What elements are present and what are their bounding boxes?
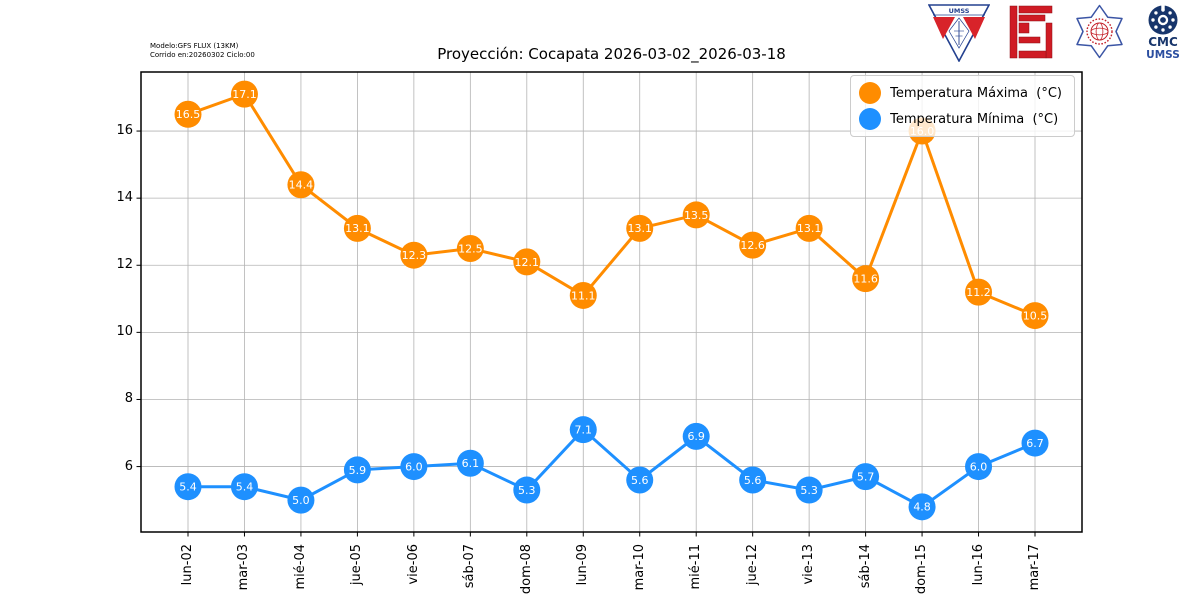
- model-info-line2: Corrido en:20260302 Ciclo:00: [150, 50, 255, 59]
- umss-pennant-logo: UMSS: [928, 4, 990, 62]
- svg-text:4.8: 4.8: [913, 501, 931, 514]
- svg-text:5.3: 5.3: [800, 484, 818, 497]
- legend-item-1: Temperatura Mínima (°C): [859, 106, 1062, 132]
- svg-text:11.6: 11.6: [853, 273, 878, 286]
- svg-text:5.4: 5.4: [179, 481, 197, 494]
- x-tick-label: sáb-07: [462, 544, 478, 589]
- svg-text:13.1: 13.1: [797, 222, 822, 235]
- svg-text:14.4: 14.4: [289, 179, 314, 192]
- umss-pennant-text: UMSS: [949, 7, 970, 15]
- svg-text:6.7: 6.7: [1026, 437, 1044, 450]
- svg-text:7.1: 7.1: [575, 424, 593, 437]
- x-tick-label: mar-17: [1027, 544, 1042, 591]
- x-tick-label: mar-03: [236, 544, 252, 591]
- svg-text:6.9: 6.9: [687, 430, 705, 443]
- svg-text:5.6: 5.6: [631, 474, 649, 487]
- cmc-umss-text: UMSS: [1146, 49, 1180, 61]
- x-tick-label: mar-10: [631, 544, 647, 591]
- svg-text:6.0: 6.0: [405, 460, 423, 473]
- x-tick-label: vie-06: [405, 544, 421, 585]
- svg-text:5.7: 5.7: [857, 470, 875, 483]
- svg-text:5.9: 5.9: [349, 464, 367, 477]
- svg-text:11.2: 11.2: [966, 286, 991, 299]
- logo-row: UMSS: [928, 4, 1186, 62]
- legend-item-0: Temperatura Máxima (°C): [859, 80, 1062, 106]
- y-tick-label: 14: [116, 190, 133, 206]
- y-tick-label: 8: [124, 391, 133, 407]
- svg-text:10.5: 10.5: [1023, 309, 1048, 322]
- svg-text:11.1: 11.1: [571, 289, 596, 302]
- x-tick-label: dom-08: [518, 544, 534, 595]
- chart-title: Proyección: Cocapata 2026-03-02_2026-03-…: [437, 45, 786, 63]
- x-tick-label: jue-12: [744, 544, 760, 586]
- y-tick-label: 6: [124, 458, 133, 474]
- svg-text:12.5: 12.5: [458, 242, 483, 255]
- svg-text:17.1: 17.1: [232, 88, 257, 101]
- x-tick-label: dom-15: [914, 544, 930, 595]
- x-tick-label: lun-09: [575, 544, 591, 586]
- legend: Temperatura Máxima (°C) Temperatura Mínim…: [850, 75, 1075, 137]
- y-tick-label: 10: [116, 324, 133, 340]
- svg-text:5.4: 5.4: [236, 481, 254, 494]
- svg-text:6.0: 6.0: [970, 460, 988, 473]
- fcyt-logo: [1009, 5, 1053, 59]
- svg-text:5.0: 5.0: [292, 494, 310, 507]
- svg-text:12.6: 12.6: [740, 239, 765, 252]
- x-tick-label: vie-13: [801, 544, 817, 585]
- x-tick-label: lun-16: [970, 544, 986, 586]
- legend-label: Temperatura Mínima (°C): [890, 111, 1059, 127]
- svg-text:5.3: 5.3: [518, 484, 536, 497]
- plot-area: 16.5 17.1 14.4 13.1 12.3 12.5 12.1 11.1 13.1 13.5…: [136, 71, 1083, 537]
- x-tick-label: sáb-14: [857, 544, 873, 589]
- y-tick-label: 12: [116, 257, 133, 273]
- svg-text:5.6: 5.6: [744, 474, 762, 487]
- model-info: Modelo:GFS FLUX (13KM) Corrido en:202603…: [150, 42, 255, 59]
- x-tick-label: mié-04: [292, 544, 308, 590]
- svg-text:13.5: 13.5: [684, 209, 709, 222]
- model-info-line1: Modelo:GFS FLUX (13KM): [150, 42, 239, 50]
- legend-marker-icon: [859, 108, 882, 130]
- x-tick-label: lun-02: [180, 544, 195, 586]
- svg-text:12.1: 12.1: [515, 256, 540, 269]
- svg-text:16.5: 16.5: [176, 108, 201, 121]
- svg-text:12.3: 12.3: [402, 249, 427, 262]
- svg-text:6.1: 6.1: [462, 457, 480, 470]
- y-tick-label: 16: [116, 123, 133, 139]
- svg-text:13.1: 13.1: [345, 222, 370, 235]
- chart-canvas: 16.5 17.1 14.4 13.1 12.3 12.5 12.1 11.1 13.1 13.5…: [136, 71, 1083, 537]
- svg-text:13.1: 13.1: [627, 222, 652, 235]
- fisica-rosette-logo: [1076, 4, 1123, 59]
- x-tick-label: jue-05: [349, 544, 365, 586]
- x-tick-label: mié-11: [688, 544, 704, 590]
- cmc-umss-logo: CMC UMSS: [1146, 5, 1180, 61]
- legend-marker-icon: [859, 82, 882, 104]
- legend-label: Temperatura Máxima (°C): [890, 85, 1062, 101]
- cmc-text: CMC: [1148, 35, 1178, 49]
